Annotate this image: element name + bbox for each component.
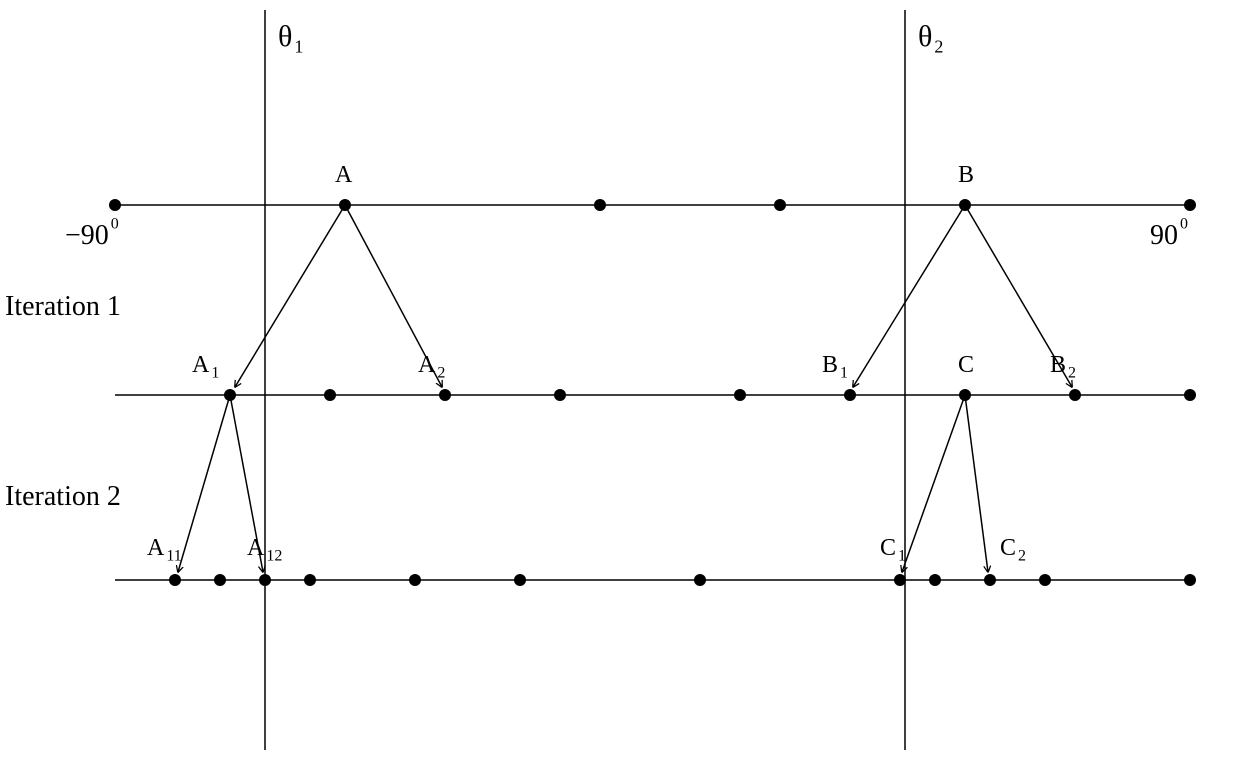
label-A11-sub: 11 bbox=[166, 548, 181, 565]
label-neg90: −900 bbox=[65, 216, 119, 251]
label-theta1-text: θ bbox=[278, 20, 292, 53]
label-theta2-text: θ bbox=[918, 20, 932, 53]
label-B-text: B bbox=[958, 162, 974, 188]
label-B2: B2 bbox=[1050, 352, 1076, 382]
label-pos90: 900 bbox=[1150, 216, 1188, 251]
label-C2-sub: 2 bbox=[1018, 548, 1026, 565]
label-B1: B1 bbox=[822, 352, 848, 382]
label-B: B bbox=[958, 162, 974, 188]
row0-dot-0 bbox=[109, 199, 121, 211]
label-A2: A2 bbox=[418, 352, 445, 382]
label-C2: C2 bbox=[1000, 535, 1026, 565]
row2-dot-5 bbox=[514, 574, 526, 586]
label-C1: C1 bbox=[880, 535, 906, 565]
label-A1-sub: 1 bbox=[211, 365, 219, 382]
row1-dot-1 bbox=[324, 389, 336, 401]
arrow-B-to-B1 bbox=[853, 205, 965, 387]
arrow-C-to-C1 bbox=[902, 395, 965, 572]
label-B1-text: B bbox=[822, 352, 838, 378]
row0-dot-5 bbox=[1184, 199, 1196, 211]
row1-dot-4 bbox=[734, 389, 746, 401]
label-theta1: θ1 bbox=[278, 20, 303, 56]
label-C1-text: C bbox=[880, 535, 896, 561]
row0-dot-2 bbox=[594, 199, 606, 211]
arrow-A-to-A1 bbox=[235, 205, 345, 387]
label-iter2-text: Iteration 2 bbox=[5, 481, 121, 512]
row2-dot-11 bbox=[1184, 574, 1196, 586]
row2-dot-8 bbox=[929, 574, 941, 586]
label-C-text: C bbox=[958, 352, 974, 378]
row1-dot-8 bbox=[1184, 389, 1196, 401]
label-A1: A1 bbox=[192, 352, 219, 382]
label-theta2: θ2 bbox=[918, 20, 943, 56]
row2-dot-9 bbox=[984, 574, 996, 586]
row1-dot-3 bbox=[554, 389, 566, 401]
row1-dot-2 bbox=[439, 389, 451, 401]
label-neg90-sup: 0 bbox=[111, 216, 119, 233]
label-A2-sub: 2 bbox=[437, 365, 445, 382]
label-C2-text: C bbox=[1000, 535, 1016, 561]
label-A12-text: A bbox=[247, 535, 265, 561]
row2-dot-0 bbox=[169, 574, 181, 586]
label-B2-text: B bbox=[1050, 352, 1066, 378]
row2-dot-1 bbox=[214, 574, 226, 586]
label-pos90-text: 90 bbox=[1150, 220, 1178, 251]
label-pos90-sup: 0 bbox=[1180, 216, 1188, 233]
label-A1-text: A bbox=[192, 352, 210, 378]
label-A-text: A bbox=[335, 162, 353, 188]
label-A12-sub: 12 bbox=[266, 548, 282, 565]
row1-dot-7 bbox=[1069, 389, 1081, 401]
row2-dot-10 bbox=[1039, 574, 1051, 586]
row0-dot-3 bbox=[774, 199, 786, 211]
row2-dot-4 bbox=[409, 574, 421, 586]
label-B1-sub: 1 bbox=[840, 365, 848, 382]
label-iter2: Iteration 2 bbox=[5, 481, 121, 512]
row1-dot-5 bbox=[844, 389, 856, 401]
label-A11: A11 bbox=[147, 535, 182, 565]
label-A2-text: A bbox=[418, 352, 436, 378]
arrow-A1-to-A11 bbox=[178, 395, 230, 572]
label-iter1: Iteration 1 bbox=[5, 291, 121, 322]
row2-dot-7 bbox=[894, 574, 906, 586]
label-theta1-sub: 1 bbox=[294, 36, 303, 56]
label-A: A bbox=[335, 162, 353, 188]
label-C1-sub: 1 bbox=[898, 548, 906, 565]
label-B2-sub: 2 bbox=[1068, 365, 1076, 382]
label-C: C bbox=[958, 352, 974, 378]
row2-dot-3 bbox=[304, 574, 316, 586]
arrow-C-to-C2 bbox=[965, 395, 988, 572]
row2-dot-6 bbox=[694, 574, 706, 586]
label-A11-text: A bbox=[147, 535, 165, 561]
label-theta2-sub: 2 bbox=[934, 36, 943, 56]
row2-dot-2 bbox=[259, 574, 271, 586]
label-iter1-text: Iteration 1 bbox=[5, 291, 121, 322]
label-neg90-text: −90 bbox=[65, 220, 109, 251]
